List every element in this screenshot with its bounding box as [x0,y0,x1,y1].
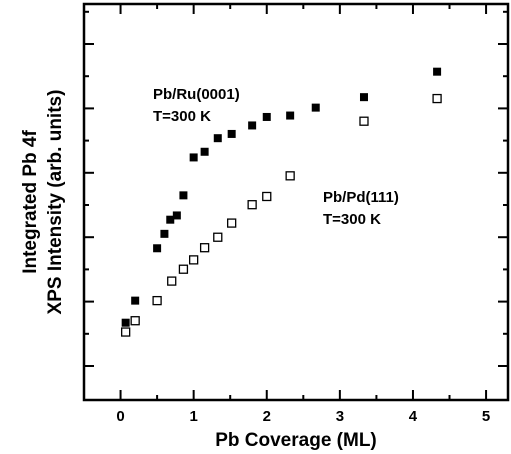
ru-data-point [311,103,320,112]
pd-data-point [199,243,210,253]
x-tick-labels: 0 1 2 3 4 5 [116,408,490,425]
ru-data-point [200,147,209,156]
pd-data-point [178,264,189,274]
ru-data-point [160,229,169,238]
annotation-ru-name: Pb/Ru(0001) [153,86,240,103]
ru-data-point [262,112,271,121]
pd-data-point [359,116,369,126]
pd-data-point [121,327,131,337]
ru-data-point [121,318,130,327]
pd-data-point [189,255,199,265]
y-axis-label-line1: Integrated Pb 4f [20,130,41,274]
y-axis-label-line2: XPS Intensity (arb. units) [45,90,66,315]
data-markers [121,67,442,337]
ru-data-point [131,296,140,305]
pd-data-point [227,218,237,228]
ru-data-point [433,67,442,76]
ru-data-point [359,93,368,102]
pd-data-point [262,191,272,202]
annotation-pd-temp: T=300 K [323,211,381,228]
x-tick-label: 5 [482,408,490,425]
ru-data-point [248,121,257,130]
pd-data-point [167,276,177,286]
ru-data-point [153,244,162,253]
ru-data-point [286,111,295,120]
ru-data-point [227,129,236,138]
pd-data-point [152,295,162,306]
pd-data-point [130,316,140,326]
annotation-pd-name: Pb/Pd(111) [323,189,399,206]
ru-data-point [213,134,222,143]
pd-data-point [247,200,257,210]
x-tick-label: 2 [263,408,271,425]
x-tick-label: 1 [189,408,197,425]
pd-data-point [285,171,295,181]
pd-data-point [213,232,223,242]
ru-data-point [179,191,188,200]
ru-data-point [172,211,181,220]
axis-ticks [83,4,508,400]
x-tick-label: 4 [409,408,418,425]
x-tick-label: 3 [336,408,344,425]
ru-data-point [189,153,198,162]
x-axis-label: Pb Coverage (ML) [215,430,377,451]
annotation-ru-temp: T=300 K [153,108,211,125]
x-tick-label: 0 [116,408,124,425]
pd-data-point [432,93,442,104]
plot-frame [82,2,510,402]
ru-data-point [166,215,175,224]
